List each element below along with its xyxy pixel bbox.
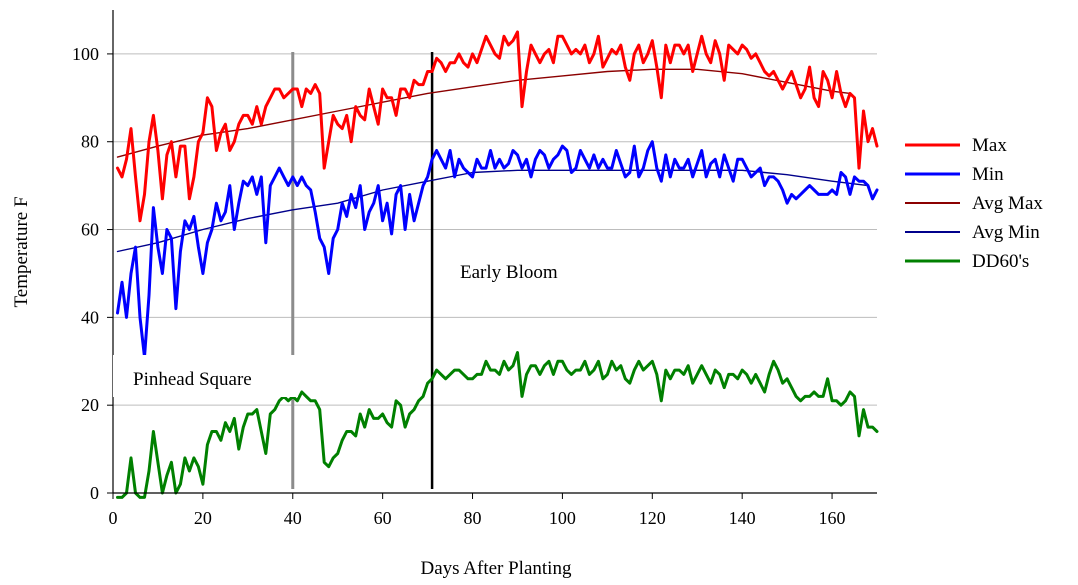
series-lines xyxy=(116,30,879,499)
x-tick-label-60: 60 xyxy=(374,508,392,528)
x-tick-label-20: 20 xyxy=(194,508,212,528)
series-line-avg-min xyxy=(116,169,869,253)
x-tick-label-140: 140 xyxy=(729,508,756,528)
legend: Max Min Avg Max Avg Min DD60's xyxy=(905,135,1043,272)
series-line-max xyxy=(116,30,879,223)
x-tick-label-0: 0 xyxy=(109,508,118,528)
legend-label-min: Min xyxy=(972,164,1004,185)
y-tick-label-60: 60 xyxy=(81,220,99,240)
stage-label-early-bloom: Early Bloom xyxy=(460,262,558,283)
annotation-lines xyxy=(291,52,434,489)
grid-lines xyxy=(113,53,877,406)
series-line-avg-max xyxy=(116,68,851,158)
y-tick-label-0: 0 xyxy=(90,483,99,503)
annotation-labels: Pinhead Square Early Bloom xyxy=(113,262,558,397)
x-tick-label-100: 100 xyxy=(549,508,576,528)
x-tick-label-40: 40 xyxy=(284,508,302,528)
x-tick-label-80: 80 xyxy=(464,508,482,528)
y-tick-label-80: 80 xyxy=(81,132,99,152)
stage-label-box-pinhead-square xyxy=(113,355,298,397)
x-tick-label-160: 160 xyxy=(819,508,846,528)
stage-label-pinhead-square: Pinhead Square xyxy=(133,369,252,390)
legend-label-avg-min: Avg Min xyxy=(972,222,1040,243)
x-tick-label-120: 120 xyxy=(639,508,666,528)
x-axis-label: Days After Planting xyxy=(421,558,572,579)
legend-label-max: Max xyxy=(972,135,1007,156)
y-tick-label-20: 20 xyxy=(81,395,99,415)
axes: 0 20 40 60 80 100 0 20 40 60 80 100 120 140 160 xyxy=(72,10,877,528)
series-line-dd60-s xyxy=(116,351,879,499)
legend-label-avg-max: Avg Max xyxy=(972,193,1043,214)
legend-label-dd60-s: DD60's xyxy=(972,251,1029,272)
y-tick-label-100: 100 xyxy=(72,44,99,64)
y-tick-label-40: 40 xyxy=(81,307,99,327)
y-axis-label: Temperature F xyxy=(11,196,32,307)
series-line-min xyxy=(116,140,879,359)
